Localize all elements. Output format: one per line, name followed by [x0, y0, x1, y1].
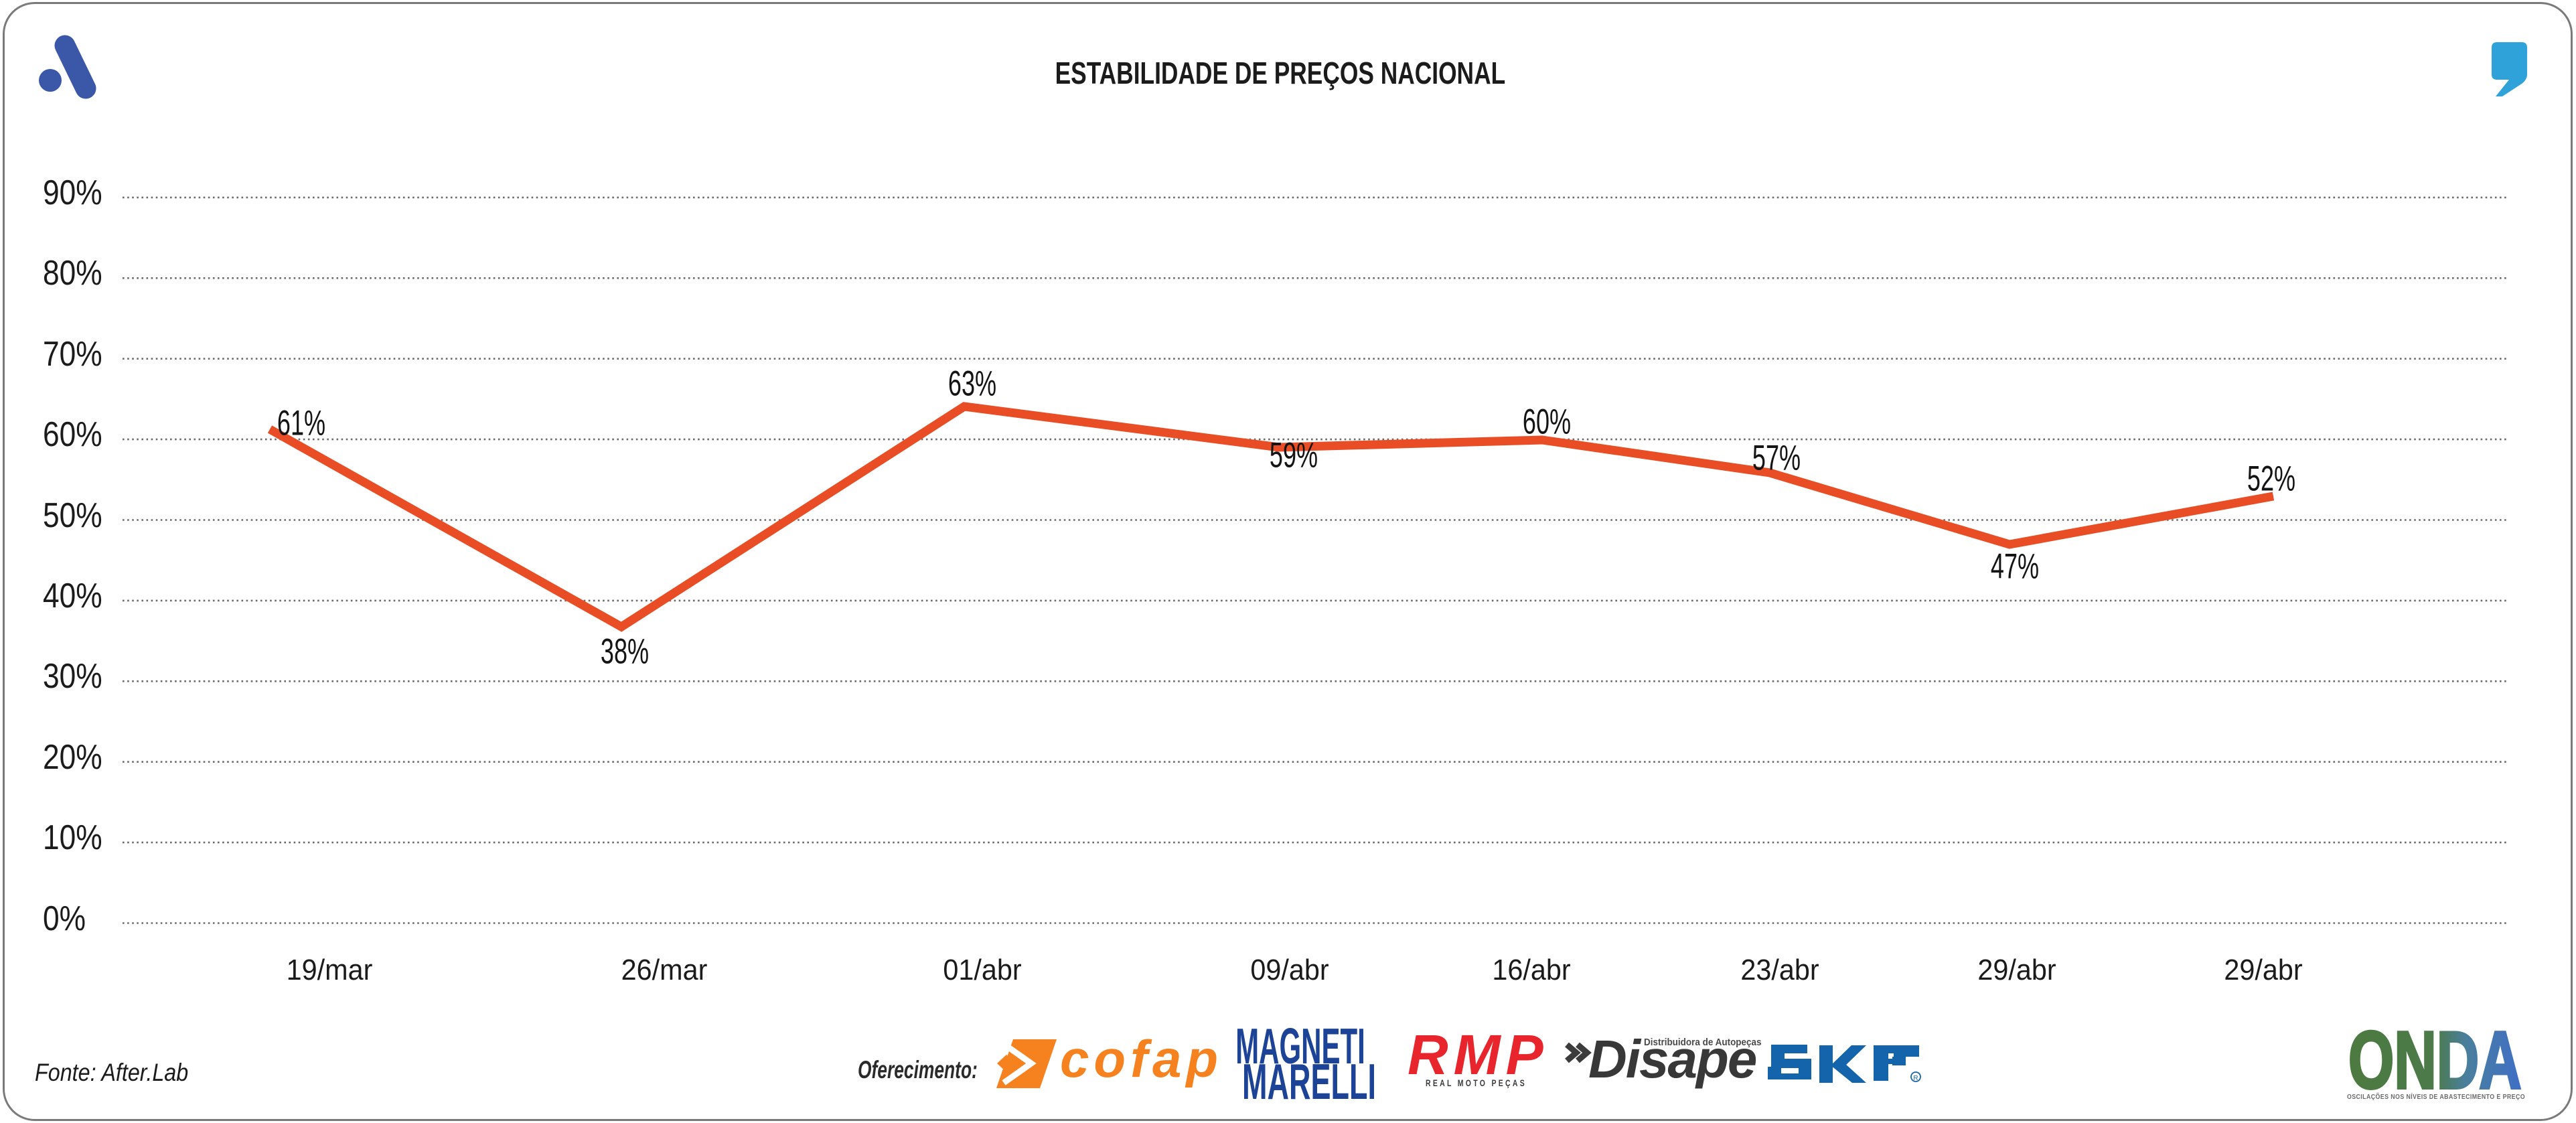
svg-text:MARELLI: MARELLI: [1242, 1054, 1376, 1110]
svg-text:Distribuidora de Autopeças: Distribuidora de Autopeças: [1644, 1037, 1762, 1048]
svg-text:OSCILAÇÕES NOS NÍVEIS DE ABAST: OSCILAÇÕES NOS NÍVEIS DE ABASTECIMENTO E…: [2347, 1093, 2525, 1101]
svg-text:MAGNETI: MAGNETI: [1235, 1018, 1365, 1074]
svg-text:cofap: cofap: [1060, 1029, 1223, 1088]
svg-text:RMP: RMP: [1408, 1023, 1549, 1086]
svg-text:REAL MOTO PEÇAS: REAL MOTO PEÇAS: [1426, 1078, 1527, 1089]
svg-text:R: R: [1913, 1075, 1918, 1082]
svg-text:ONDA: ONDA: [2348, 1015, 2522, 1106]
svg-text:Disape: Disape: [1588, 1029, 1756, 1089]
